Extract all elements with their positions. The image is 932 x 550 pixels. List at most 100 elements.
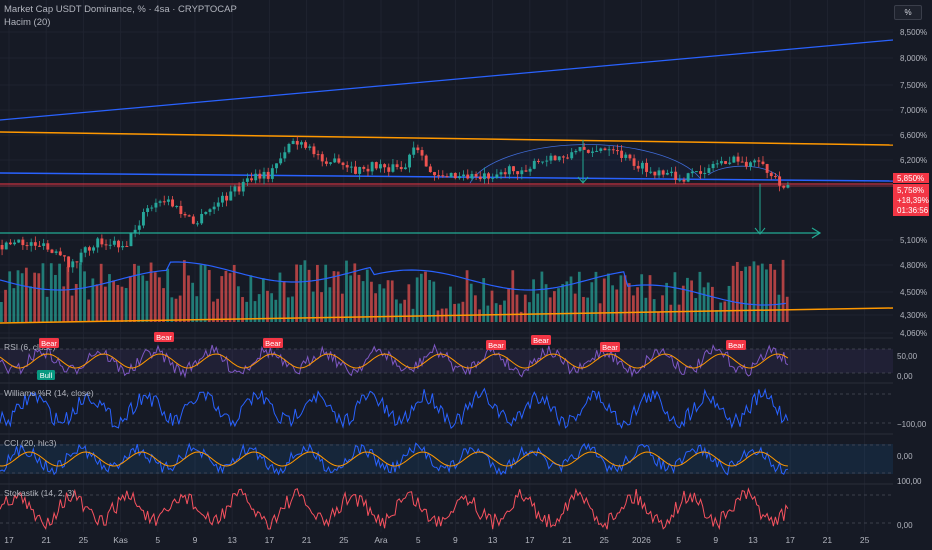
candle-body xyxy=(67,256,71,268)
candle-body xyxy=(724,161,728,164)
stoch-label[interactable]: Stokastik (14, 2, 3) xyxy=(4,488,75,498)
candle-body xyxy=(13,242,17,245)
last-price-tag[interactable] xyxy=(893,184,929,216)
volume-bar xyxy=(602,278,606,322)
candle-body xyxy=(358,166,362,174)
volume-bar xyxy=(299,264,303,322)
volume-bar xyxy=(548,297,552,322)
candle-body xyxy=(408,154,412,168)
candle-body xyxy=(487,173,491,179)
time-tick: 17 xyxy=(4,535,14,545)
candle-body xyxy=(524,170,528,172)
volume-bar xyxy=(777,294,781,322)
volume-bar xyxy=(565,281,569,322)
volume-bar xyxy=(706,282,710,322)
volume-trend-line[interactable] xyxy=(0,307,894,324)
volume-bar xyxy=(686,277,689,322)
volume-bar xyxy=(187,275,190,322)
volume-bar xyxy=(449,286,452,322)
volume-legend[interactable]: Hacim (20) xyxy=(4,17,51,28)
candle-body xyxy=(478,176,482,180)
volume-ma-line xyxy=(0,261,786,306)
volume-bar xyxy=(773,269,777,322)
time-tick: 17 xyxy=(525,535,535,545)
candle-body xyxy=(233,186,237,192)
candle-body xyxy=(620,150,624,158)
time-axis-panel[interactable] xyxy=(0,532,932,550)
volume-bar xyxy=(340,293,344,322)
volume-bar xyxy=(365,269,369,322)
time-tick: 25 xyxy=(860,535,870,545)
candle-body xyxy=(196,223,199,225)
price-tick: 4,800% xyxy=(900,261,927,270)
volume-bar xyxy=(116,284,120,322)
volume-bar xyxy=(557,288,560,322)
candle-body xyxy=(133,229,137,234)
price-tick: 5,100% xyxy=(900,236,927,245)
candle-body xyxy=(711,163,715,169)
volume-bar xyxy=(195,296,199,322)
level-tag-box[interactable] xyxy=(893,173,929,183)
candle-body xyxy=(420,150,424,156)
volume-bar xyxy=(49,263,53,322)
candle-body xyxy=(428,166,432,173)
candle-body xyxy=(341,162,345,166)
symbol-title[interactable]: Market Cap USDT Dominance, % · 4sa · CRY… xyxy=(4,4,237,15)
candle-body xyxy=(38,245,41,247)
volume-bar xyxy=(582,296,585,322)
volume-bar xyxy=(386,280,390,322)
volume-bar xyxy=(224,270,228,322)
time-tick: 13 xyxy=(227,535,237,545)
time-tick: 25 xyxy=(599,535,609,545)
volume-bar xyxy=(270,293,274,322)
candle-body xyxy=(570,152,574,159)
volume-bar xyxy=(594,271,598,322)
candle-body xyxy=(445,176,449,178)
williams-label[interactable]: Williams %R (14, close) xyxy=(4,388,94,398)
volume-bar xyxy=(336,271,340,322)
volume-bar xyxy=(207,270,211,322)
candle-body xyxy=(4,242,8,250)
rounded-top-arc[interactable] xyxy=(469,144,701,184)
price-tick: 4,300% xyxy=(900,311,927,320)
candle-body xyxy=(561,156,565,158)
candle-body xyxy=(279,158,283,164)
candle-body xyxy=(0,245,4,250)
cci-label[interactable]: CCI (20, hlc3) xyxy=(4,438,57,448)
candle-body xyxy=(308,146,312,148)
price-axis-panel[interactable] xyxy=(893,0,932,550)
candle-body xyxy=(707,168,711,173)
candle-body xyxy=(225,195,229,201)
percent-scale-button[interactable]: % xyxy=(894,5,922,20)
volume-bar xyxy=(727,285,731,322)
rsi-label[interactable]: RSI (6, close) xyxy=(4,342,56,352)
pane-tick: 0,00 xyxy=(897,372,913,381)
last-price-change: +18,39% xyxy=(897,196,929,205)
candle-body xyxy=(83,247,87,253)
candle-body xyxy=(715,163,719,165)
candle-body xyxy=(291,140,295,144)
resistance-line[interactable] xyxy=(0,131,894,146)
volume-bar xyxy=(474,295,477,322)
candle-body xyxy=(424,155,428,167)
volume-bar xyxy=(407,284,411,322)
volume-bar xyxy=(457,303,461,322)
price-tick: 6,200% xyxy=(900,156,927,165)
right-shoulder-arc[interactable] xyxy=(707,165,781,179)
volume-bar xyxy=(536,293,540,322)
candle-body xyxy=(204,211,208,214)
candle-body xyxy=(399,167,403,170)
volume-bar xyxy=(519,311,523,322)
candle-body xyxy=(349,166,353,168)
volume-bar xyxy=(390,280,394,322)
candle-body xyxy=(690,171,694,174)
upper-trend-line[interactable] xyxy=(0,39,894,121)
volume-bar xyxy=(781,259,785,322)
time-tick: 21 xyxy=(562,535,572,545)
candle-body xyxy=(220,195,224,203)
volume-bar xyxy=(760,263,764,322)
candle-body xyxy=(661,170,665,175)
price-tick: 7,000% xyxy=(900,106,927,115)
candle-body xyxy=(578,147,582,151)
